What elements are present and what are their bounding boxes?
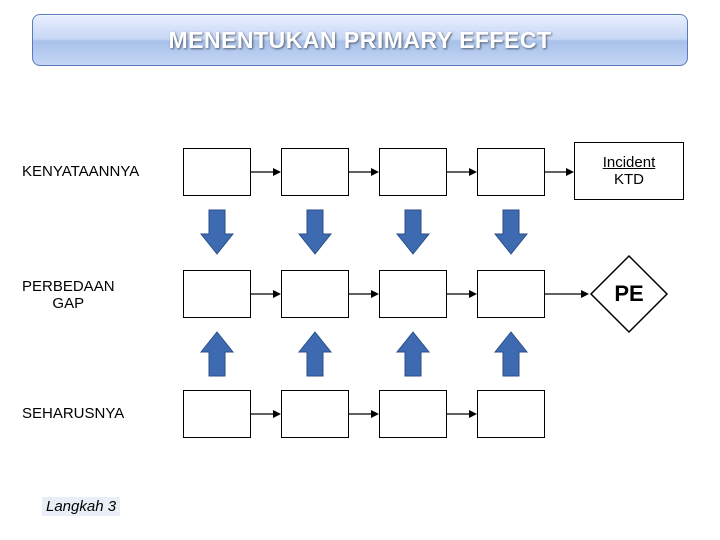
up-arrow-1 (200, 330, 234, 383)
r2-arrow-2 (349, 288, 379, 300)
row3-label: SEHARUSNYA (22, 405, 124, 422)
incident-box: Incident KTD (574, 142, 684, 200)
up-arrow-2 (298, 330, 332, 383)
r3-box-4 (477, 390, 545, 438)
r3-arrow-1 (251, 408, 281, 420)
r1-arrow-2 (349, 166, 379, 178)
r2-box-2 (281, 270, 349, 318)
title-bar: MENENTUKAN PRIMARY EFFECT (32, 14, 688, 66)
r3-box-3 (379, 390, 447, 438)
r2-arrow-1 (251, 288, 281, 300)
row2-label: PERBEDAAN GAP (22, 278, 115, 313)
r2-arrow-4 (545, 288, 589, 300)
page-title: MENENTUKAN PRIMARY EFFECT (168, 27, 551, 54)
r1-arrow-4 (545, 166, 574, 178)
down-arrow-1 (200, 208, 234, 261)
down-arrow-4 (494, 208, 528, 261)
down-arrow-2 (298, 208, 332, 261)
r3-box-1 (183, 390, 251, 438)
row2-label-l2: GAP (22, 295, 115, 312)
pe-label: PE (614, 281, 643, 307)
r1-arrow-1 (251, 166, 281, 178)
r1-arrow-3 (447, 166, 477, 178)
r1-box-3 (379, 148, 447, 196)
up-arrow-3 (396, 330, 430, 383)
r2-box-3 (379, 270, 447, 318)
r3-arrow-3 (447, 408, 477, 420)
step-tag: Langkah 3 (42, 497, 120, 516)
r2-arrow-3 (447, 288, 477, 300)
r1-box-2 (281, 148, 349, 196)
row2-label-l1: PERBEDAAN (22, 278, 115, 295)
r1-box-1 (183, 148, 251, 196)
row1-label: KENYATAANNYA (22, 163, 139, 180)
up-arrow-4 (494, 330, 528, 383)
incident-line2: KTD (614, 171, 644, 188)
r3-arrow-2 (349, 408, 379, 420)
r2-box-1 (183, 270, 251, 318)
r1-box-4 (477, 148, 545, 196)
pe-diamond: PE (589, 254, 669, 334)
incident-line1: Incident (603, 154, 656, 171)
r3-box-2 (281, 390, 349, 438)
down-arrow-3 (396, 208, 430, 261)
r2-box-4 (477, 270, 545, 318)
